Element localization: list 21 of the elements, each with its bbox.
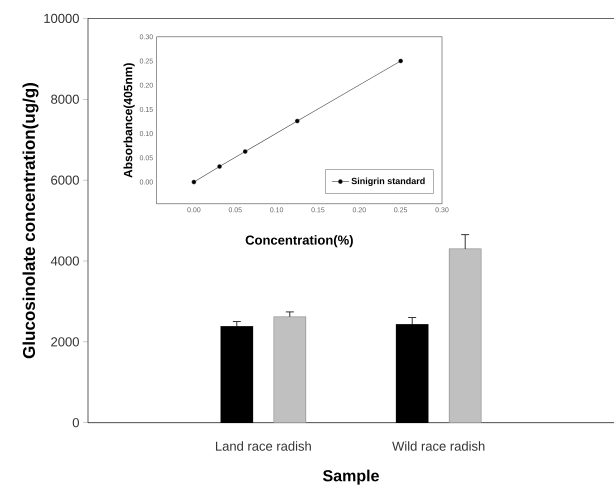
point	[294, 118, 300, 124]
y-axis-title: Absorbance(405nm)	[124, 63, 135, 178]
y-tick-label: 2000	[51, 337, 79, 346]
x-axis-title: Sample	[323, 470, 379, 485]
y-tick-label: 10000	[44, 14, 79, 23]
x-tick-label: Land race radish	[216, 441, 311, 451]
x-axis-title: Concentration(%)	[246, 235, 353, 248]
legend-label: Sinigrin standard	[352, 178, 425, 186]
point	[242, 149, 248, 154]
y-tick-label: 0	[72, 418, 79, 428]
x-tick-label: Wild race radish	[392, 441, 484, 451]
y-tick-label: 6000	[51, 176, 79, 185]
bar	[448, 248, 482, 423]
bar	[220, 326, 254, 423]
y-axis-title: Glucosinolate concentration(ug/g)	[22, 83, 38, 358]
bar	[274, 316, 306, 423]
point	[192, 180, 196, 184]
y-tick-label: 8000	[51, 94, 79, 104]
y-tick-label: 4000	[50, 256, 79, 266]
point	[398, 58, 403, 64]
point	[217, 164, 222, 169]
